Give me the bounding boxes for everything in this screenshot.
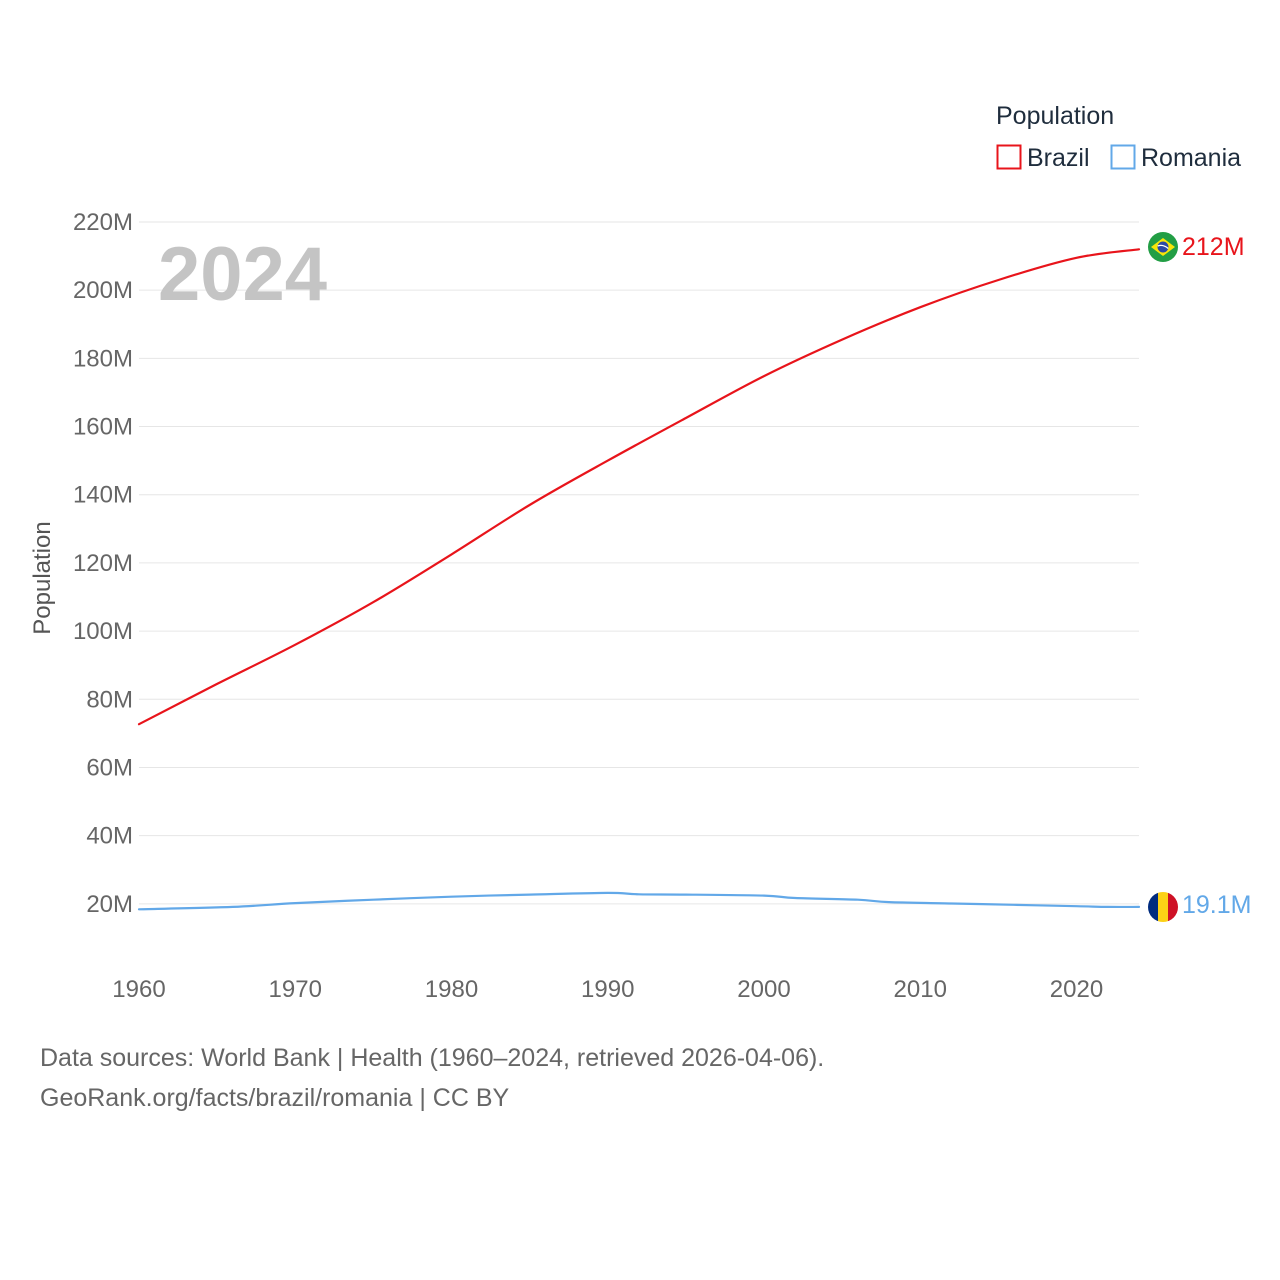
y-tick-label: 80M	[86, 686, 133, 713]
end-label-romania: 19.1M	[1182, 891, 1251, 919]
x-tick-label: 1970	[269, 976, 322, 1003]
y-axis-label: Population	[29, 521, 56, 634]
end-label-brazil: 212M	[1182, 233, 1245, 261]
x-tick-label: 1980	[425, 976, 478, 1003]
y-tick-label: 120M	[73, 550, 133, 577]
y-tick-label: 100M	[73, 618, 133, 645]
series-line-brazil[interactable]	[137, 248, 1141, 726]
y-tick-label: 160M	[73, 414, 133, 441]
y-tick-label: 20M	[86, 891, 133, 918]
y-tick-label: 200M	[73, 277, 133, 304]
brazil-flag-icon	[1148, 232, 1178, 262]
year-label: 2024	[158, 232, 327, 317]
y-tick-label: 60M	[86, 754, 133, 781]
series-line-romania[interactable]	[137, 891, 1141, 911]
footer-attribution[interactable]: GeoRank.org/facts/brazil/romania | CC BY	[40, 1084, 510, 1112]
legend-title: Population	[996, 102, 1114, 130]
series-lines	[137, 248, 1141, 911]
grid-lines	[139, 221, 1139, 905]
legend-label-brazil[interactable]: Brazil	[1027, 144, 1090, 172]
romania-flag-icon	[1148, 892, 1178, 922]
x-tick-label: 2020	[1050, 976, 1103, 1003]
y-axis-ticks: 20M 40M 60M 80M 100M 120M 140M 160M 180M 200M 220M	[73, 209, 133, 918]
legend: Population Brazil Romania	[996, 102, 1241, 172]
y-tick-label: 180M	[73, 345, 133, 372]
x-tick-label: 1990	[581, 976, 634, 1003]
x-tick-label: 1960	[112, 976, 165, 1003]
footer-sources: Data sources: World Bank | Health (1960–…	[40, 1044, 825, 1072]
legend-swatch-romania[interactable]	[1110, 144, 1136, 170]
y-tick-label: 140M	[73, 482, 133, 509]
y-tick-label: 40M	[86, 823, 133, 850]
y-tick-label: 220M	[73, 209, 133, 236]
x-axis-ticks: 1960 1970 1980 1990 2000 2010 2020	[112, 976, 1103, 1003]
legend-swatch-brazil[interactable]	[996, 144, 1022, 170]
legend-label-romania[interactable]: Romania	[1141, 144, 1241, 172]
x-tick-label: 2000	[737, 976, 790, 1003]
x-tick-label: 2010	[894, 976, 947, 1003]
